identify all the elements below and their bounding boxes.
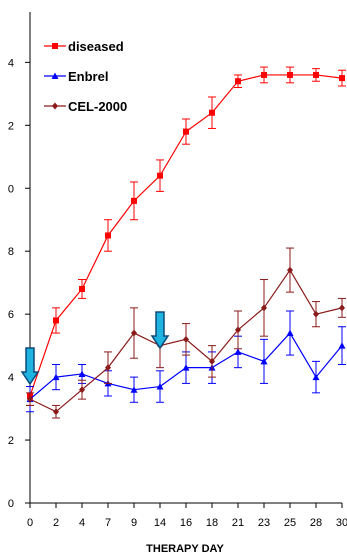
treatment-arrow-1 — [150, 311, 170, 350]
x-tick-label-5: 14 — [154, 517, 166, 529]
legend-label-2: CEL-2000 — [68, 99, 127, 114]
series-2 — [26, 247, 346, 419]
series-0-point-6 — [183, 128, 189, 135]
treatment-arrow-0 — [20, 347, 40, 386]
series-0-point-3 — [105, 232, 111, 239]
series-2-point-8 — [235, 326, 241, 334]
series-2-point-6 — [183, 335, 189, 343]
x-tick-label-0: 0 — [27, 517, 33, 529]
x-tick-label-10: 25 — [284, 517, 296, 529]
series-1-point-2 — [78, 370, 86, 377]
series-2-point-0 — [27, 395, 33, 403]
y-tick-label-7: 4 — [8, 57, 14, 69]
series-1-point-1 — [52, 373, 60, 381]
series-1-point-6 — [182, 364, 190, 371]
y-tick-label-1: 2 — [8, 435, 14, 447]
series-2-point-7 — [209, 357, 215, 365]
series-1-point-12 — [338, 342, 346, 349]
legend-marker-2 — [52, 102, 58, 110]
y-tick-label-6: 2 — [8, 120, 14, 132]
x-tick-label-12: 30 — [336, 517, 347, 529]
series-1-point-11 — [312, 373, 320, 381]
x-tick-label-7: 18 — [206, 517, 218, 529]
series-0-point-4 — [131, 197, 137, 204]
series-layer — [26, 66, 346, 419]
series-2-point-4 — [131, 329, 137, 337]
y-tick-label-4: 8 — [8, 246, 14, 258]
series-2-point-10 — [287, 266, 293, 274]
x-tick-label-11: 28 — [310, 517, 322, 529]
series-1-point-4 — [130, 386, 138, 393]
series-2-point-3 — [105, 364, 111, 372]
x-tick-label-9: 23 — [258, 517, 270, 529]
series-0-point-5 — [157, 172, 163, 179]
series-0-point-10 — [287, 71, 293, 78]
series-1 — [26, 310, 346, 413]
series-0-point-12 — [339, 75, 345, 82]
x-tick-label-2: 4 — [79, 517, 85, 529]
series-1-point-5 — [156, 383, 164, 390]
legend-marker-1 — [51, 72, 59, 79]
series-0-point-8 — [235, 78, 241, 85]
series-1-point-9 — [260, 357, 268, 365]
series-2-point-11 — [313, 310, 319, 318]
legend-entry-2: CEL-2000 — [44, 99, 127, 114]
legend-label-0: diseased — [68, 39, 124, 54]
x-tick-label-8: 21 — [232, 517, 244, 529]
annotations — [20, 311, 170, 386]
axes: 0 2 4 6 8 0 2 4 0 2 4 7 9 14 16 18 21 23 25 28 30 — [8, 12, 347, 529]
y-tick-label-2: 4 — [8, 372, 14, 384]
series-0-point-1 — [53, 317, 59, 324]
series-0-point-9 — [261, 71, 267, 78]
y-tick-label-5: 0 — [8, 183, 14, 195]
legend-label-1: Enbrel — [68, 69, 108, 84]
x-tick-label-6: 16 — [180, 517, 192, 529]
series-0-point-7 — [209, 109, 215, 116]
legend-marker-0 — [52, 43, 58, 49]
x-tick-label-4: 9 — [131, 517, 137, 529]
y-tick-label-3: 6 — [8, 309, 14, 321]
series-2-point-12 — [339, 304, 345, 312]
legend-entry-1: Enbrel — [44, 69, 108, 84]
series-1-point-10 — [286, 329, 294, 337]
series-2-point-9 — [261, 304, 267, 312]
legend: diseased Enbrel CEL-2000 — [44, 39, 127, 114]
x-tick-label-3: 7 — [105, 517, 111, 529]
x-axis-title: THERAPY DAY — [146, 543, 224, 555]
series-2-point-2 — [79, 386, 85, 394]
series-2-point-1 — [53, 408, 59, 416]
series-1-point-8 — [234, 348, 242, 355]
series-0-point-11 — [313, 71, 319, 78]
x-tick-label-1: 2 — [53, 517, 59, 529]
series-0-point-2 — [79, 285, 85, 292]
y-tick-label-0: 0 — [8, 498, 14, 510]
legend-entry-0: diseased — [44, 39, 124, 54]
